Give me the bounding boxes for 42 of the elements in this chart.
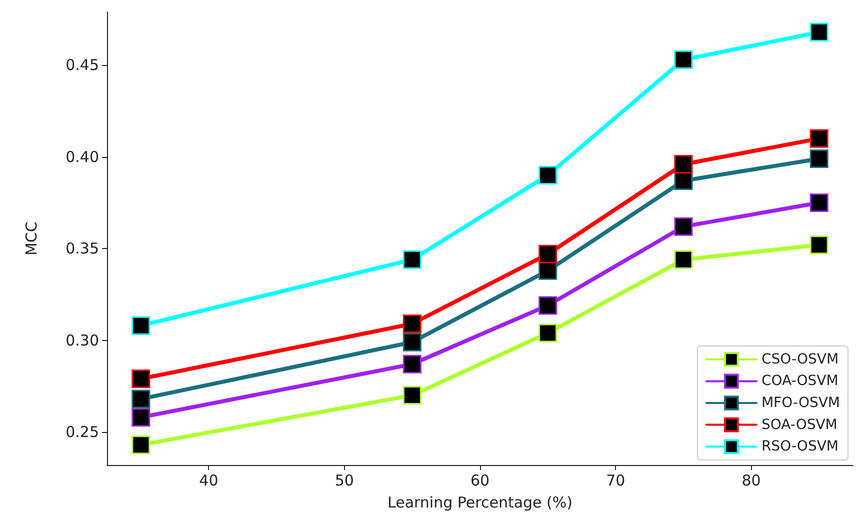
point xyxy=(132,370,150,388)
y-tick-label: 0.40 xyxy=(66,148,99,166)
x-axis-title: Learning Percentage (%) xyxy=(388,494,572,512)
legend-label: RSO-OSVM xyxy=(761,438,838,455)
point xyxy=(402,354,422,374)
legend-label: SOA-OSVM xyxy=(761,416,838,433)
point xyxy=(538,296,558,315)
point xyxy=(674,50,693,69)
point xyxy=(810,22,828,42)
x-tick-label: 50 xyxy=(334,472,354,490)
point xyxy=(402,386,422,405)
x-tick-label: 60 xyxy=(470,472,490,490)
legend-label: CSO-OSVM xyxy=(761,351,839,368)
point xyxy=(402,314,422,334)
point xyxy=(402,250,422,269)
y-tick-label: 0.35 xyxy=(66,240,99,258)
point xyxy=(132,316,150,335)
point xyxy=(674,250,693,269)
point xyxy=(538,324,558,342)
point xyxy=(810,129,828,148)
point xyxy=(402,332,422,352)
point xyxy=(674,217,693,236)
x-tick-label: 40 xyxy=(199,472,218,490)
point xyxy=(810,149,828,168)
point xyxy=(810,236,828,254)
point xyxy=(132,390,150,408)
point xyxy=(538,166,558,184)
point xyxy=(538,261,558,280)
y-tick-label: 0.45 xyxy=(66,56,99,74)
y-tick-label: 0.25 xyxy=(66,422,99,441)
legend-label: COA-OSVM xyxy=(761,373,838,390)
legend-label: MFO-OSVM xyxy=(761,395,840,411)
point xyxy=(132,408,150,427)
point xyxy=(132,436,150,454)
y-tick-label: 0.30 xyxy=(66,331,99,350)
y-axis-title: MCC xyxy=(22,222,40,256)
point xyxy=(810,193,828,212)
x-tick-label: 70 xyxy=(606,472,626,490)
x-tick-label: 80 xyxy=(742,472,761,490)
point xyxy=(674,154,693,174)
point xyxy=(538,244,558,264)
point xyxy=(674,171,693,190)
